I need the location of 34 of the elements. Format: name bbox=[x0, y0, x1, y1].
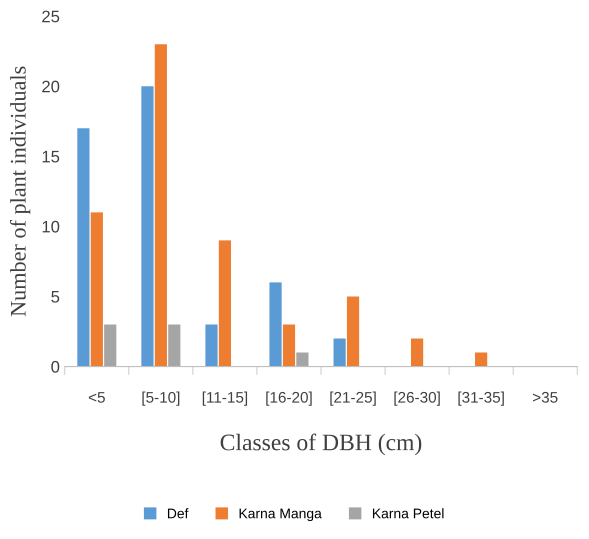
y-tick-label: 5 bbox=[51, 291, 60, 303]
bar bbox=[141, 86, 154, 367]
y-tick-label: 25 bbox=[42, 10, 60, 22]
bar bbox=[104, 324, 116, 367]
x-tick-label: <5 bbox=[88, 392, 105, 403]
y-tick-label: 15 bbox=[42, 150, 60, 163]
y-tick-label: 10 bbox=[42, 220, 60, 233]
legend-label: Def bbox=[168, 508, 188, 518]
y-tick-label: 20 bbox=[42, 80, 60, 92]
x-tick-label: [26-30] bbox=[394, 392, 440, 406]
x-tick-label: [11-15] bbox=[202, 392, 248, 406]
bar bbox=[296, 352, 308, 367]
bar bbox=[218, 240, 232, 367]
bar bbox=[269, 282, 282, 367]
bar bbox=[334, 338, 346, 367]
x-tick-label: [31-35] bbox=[458, 392, 504, 406]
x-axis-title: Classes of DBH (cm) bbox=[220, 434, 422, 456]
legend-label: Karna Manga bbox=[240, 508, 322, 522]
x-tick-label: [5-10] bbox=[142, 392, 180, 406]
bar bbox=[90, 212, 103, 367]
y-tick-label: 0 bbox=[51, 360, 60, 373]
bar bbox=[168, 324, 180, 367]
bar bbox=[154, 44, 167, 367]
legend-label: Karna Petel bbox=[372, 508, 444, 518]
x-tick-label: [16-20] bbox=[266, 392, 312, 406]
bar bbox=[205, 324, 218, 367]
x-tick-label: [21-25] bbox=[330, 392, 376, 406]
bar bbox=[346, 296, 360, 367]
bar bbox=[282, 324, 296, 367]
bar bbox=[410, 338, 424, 367]
bar bbox=[475, 352, 488, 367]
bar bbox=[77, 128, 90, 367]
x-tick-label: >35 bbox=[532, 392, 558, 403]
y-axis-title: Number of plant individuals bbox=[10, 66, 30, 316]
